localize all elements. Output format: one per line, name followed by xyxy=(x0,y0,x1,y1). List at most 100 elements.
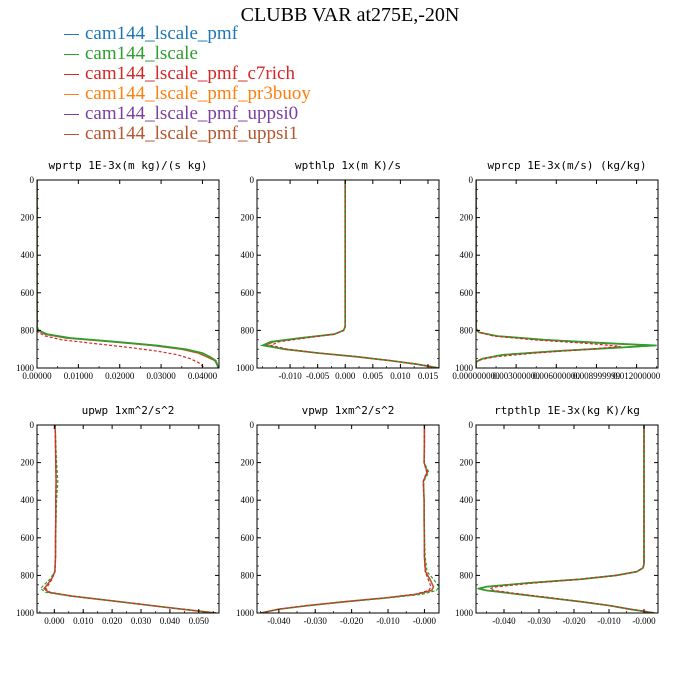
legend-item: cam144_lscale_pmf_uppsi1 xyxy=(64,124,311,144)
x-tick-label: -0.005 xyxy=(306,371,330,381)
y-tick-label: 800 xyxy=(241,325,255,335)
x-tick-label: 0.015 xyxy=(418,371,439,381)
x-tick-label: 0.008999999 xyxy=(573,371,621,381)
legend: cam144_lscale_pmf cam144_lscale cam144_lsc… xyxy=(64,24,311,144)
panel-title: wprcp 1E-3x(m/s) (kg/kg) xyxy=(488,159,647,172)
y-tick-label: 1000 xyxy=(236,363,255,373)
panel-title: upwp 1xm^2/s^2 xyxy=(82,404,175,417)
series-line xyxy=(37,180,219,368)
y-tick-label: 600 xyxy=(460,533,474,543)
y-tick-label: 1000 xyxy=(16,608,35,618)
legend-item: cam144_lscale_pmf xyxy=(64,24,311,44)
x-tick-label: -0.020 xyxy=(562,616,586,626)
chart-panel: wprtp 1E-3x(m kg)/(s kg) 0 200 400 600 800 100… xyxy=(16,159,220,381)
x-tick-label: 0.000000000 xyxy=(452,371,500,381)
chart-panel: wpthlp 1x(m K)/s 0 200 400 600 800 1000 -0.010-… xyxy=(236,159,440,381)
legend-item: cam144_lscale xyxy=(64,44,311,64)
legend-swatch xyxy=(64,93,79,95)
x-tick-label: -0.030 xyxy=(527,616,551,626)
x-tick-label: 0.030 xyxy=(131,616,152,626)
y-tick-label: 800 xyxy=(460,325,474,335)
series-line xyxy=(476,180,657,368)
legend-label: cam144_lscale_pmf_uppsi1 xyxy=(85,123,299,144)
y-tick-label: 800 xyxy=(21,570,35,580)
y-tick-label: 400 xyxy=(21,495,35,505)
y-tick-label: 600 xyxy=(21,533,35,543)
y-tick-label: 400 xyxy=(241,495,255,505)
x-tick-label: 0.010 xyxy=(73,616,94,626)
series-line xyxy=(39,425,217,613)
y-tick-label: 1000 xyxy=(236,608,255,618)
x-tick-label: 0.040 xyxy=(160,616,181,626)
y-tick-label: 600 xyxy=(460,288,474,298)
series-line xyxy=(37,180,205,368)
legend-label: cam144_lscale_pmf_uppsi0 xyxy=(85,103,299,124)
y-tick-label: 1000 xyxy=(455,608,474,618)
series-group xyxy=(259,180,439,368)
series-line xyxy=(268,180,439,368)
series-group xyxy=(37,180,219,368)
chart-panel: rtpthlp 1E-3x(kg K)/kg 0 200 400 600 800 1000 -… xyxy=(455,404,659,626)
series-line xyxy=(260,425,435,613)
y-tick-label: 0 xyxy=(30,420,35,430)
legend-swatch xyxy=(64,53,79,55)
figure-title: CLUBB VAR at275E,-20N xyxy=(240,4,460,26)
y-tick-label: 0 xyxy=(469,420,474,430)
legend-label: cam144_lscale_pmf_c7rich xyxy=(85,63,295,84)
y-tick-label: 0 xyxy=(469,175,474,185)
x-tick-label: 0.01000 xyxy=(64,371,94,381)
series-group xyxy=(260,425,439,613)
x-tick-label: 0.000 xyxy=(44,616,65,626)
plot-frame xyxy=(36,424,220,614)
x-tick-label: -0.030 xyxy=(304,616,328,626)
series-line xyxy=(477,425,655,613)
series-line xyxy=(43,425,217,613)
chart-panel: wprcp 1E-3x(m/s) (kg/kg) 0 200 400 600 800 100… xyxy=(452,159,660,381)
legend-swatch xyxy=(64,113,79,115)
y-tick-label: 200 xyxy=(460,213,474,223)
legend-swatch xyxy=(64,73,79,75)
y-tick-label: 200 xyxy=(241,213,255,223)
x-tick-label: 0.050 xyxy=(189,616,210,626)
y-tick-label: 200 xyxy=(241,458,255,468)
series-group xyxy=(476,180,657,368)
y-tick-label: 1000 xyxy=(455,363,474,373)
legend-swatch xyxy=(64,133,79,135)
x-tick-label: 0.00000 xyxy=(22,371,52,381)
x-tick-label: 0.020 xyxy=(102,616,123,626)
plot-frame xyxy=(475,179,659,369)
x-tick-label: -0.010 xyxy=(278,371,302,381)
y-tick-label: 0 xyxy=(250,175,255,185)
x-tick-label: -0.000 xyxy=(632,616,656,626)
y-tick-label: 400 xyxy=(241,250,255,260)
x-tick-label: 0.012000000 xyxy=(613,371,661,381)
y-tick-label: 600 xyxy=(241,533,255,543)
y-tick-label: 1000 xyxy=(16,363,35,373)
y-tick-label: 200 xyxy=(21,458,35,468)
y-tick-label: 800 xyxy=(21,325,35,335)
y-tick-label: 600 xyxy=(241,288,255,298)
legend-item: cam144_lscale_pmf_pr3buoy xyxy=(64,84,311,104)
x-tick-label: -0.010 xyxy=(376,616,400,626)
y-tick-label: 400 xyxy=(460,250,474,260)
y-tick-label: 400 xyxy=(460,495,474,505)
x-tick-label: -0.010 xyxy=(597,616,621,626)
x-tick-label: 0.04000 xyxy=(188,371,218,381)
y-tick-label: 400 xyxy=(21,250,35,260)
series-group xyxy=(39,425,217,613)
legend-label: cam144_lscale_pmf xyxy=(85,23,239,44)
series-line xyxy=(476,180,621,368)
y-tick-label: 0 xyxy=(250,420,255,430)
x-tick-label: 0.02000 xyxy=(105,371,135,381)
panel-title: vpwp 1xm^2/s^2 xyxy=(302,404,395,417)
x-tick-label: 0.006000000 xyxy=(533,371,581,381)
series-group xyxy=(476,425,655,613)
y-tick-label: 800 xyxy=(460,570,474,580)
x-tick-label: -0.040 xyxy=(492,616,516,626)
series-line xyxy=(260,425,439,613)
panel-title: rtpthlp 1E-3x(kg K)/kg xyxy=(494,404,640,417)
y-tick-label: 200 xyxy=(460,458,474,468)
x-tick-label: 0.000 xyxy=(335,371,356,381)
legend-item: cam144_lscale_pmf_uppsi0 xyxy=(64,104,311,124)
